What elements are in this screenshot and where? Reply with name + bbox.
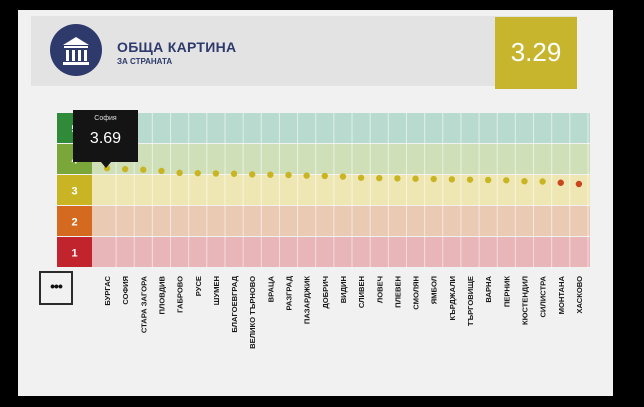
x-tick-label: БЛАГОЕВГРАД <box>230 275 239 332</box>
page-title: ОБЩА КАРТИНА <box>117 39 237 55</box>
band-2 <box>92 206 590 236</box>
x-tick-label: ПЛЕВЕН <box>393 276 402 308</box>
data-point[interactable] <box>339 173 347 180</box>
data-point[interactable] <box>121 165 129 173</box>
x-tick-label: ТЪРГОВИЩЕ <box>466 276 475 326</box>
data-point[interactable] <box>575 180 583 188</box>
more-button[interactable]: ••• <box>39 271 73 305</box>
data-point[interactable] <box>448 176 456 183</box>
data-point[interactable] <box>557 179 564 186</box>
x-tick-label: ВИДИН <box>339 276 348 303</box>
overall-score-value: 3.29 <box>510 37 562 67</box>
x-tick-label: СИЛИСТРА <box>539 275 548 317</box>
data-point[interactable] <box>503 177 510 184</box>
grade-cell-2 <box>57 206 92 236</box>
data-point[interactable] <box>539 178 546 185</box>
grade-label-2: 2 <box>71 217 77 229</box>
data-point[interactable] <box>521 178 528 185</box>
grade-label-1: 1 <box>71 248 77 260</box>
data-point[interactable] <box>176 169 183 177</box>
data-point[interactable] <box>321 172 328 180</box>
data-point[interactable] <box>267 171 274 178</box>
data-point[interactable] <box>430 175 437 183</box>
x-tick-label: СОФИЯ <box>121 276 130 305</box>
data-point[interactable] <box>194 169 201 177</box>
x-tick-label: МОНТАНА <box>557 275 566 314</box>
x-tick-label: СМОЛЯН <box>412 276 421 310</box>
grade-cell-1 <box>57 237 92 267</box>
data-point[interactable] <box>212 170 220 177</box>
x-tick-label: ШУМЕН <box>212 276 221 305</box>
data-point[interactable] <box>376 174 383 182</box>
data-point[interactable] <box>484 176 492 184</box>
page-subtitle: ЗА СТРАНАТА <box>117 57 173 66</box>
x-tick-label: БУРГАС <box>103 275 112 305</box>
tooltip-value: 3.69 <box>89 130 122 147</box>
x-tick-label: ВЕЛИКО ТЪРНОВО <box>248 276 257 349</box>
x-tick-label: ПЕРНИК <box>502 276 511 308</box>
data-point[interactable] <box>412 175 419 182</box>
x-tick-label: ПАЗАРДЖИК <box>303 276 312 325</box>
x-tick-label: ЛОВЕЧ <box>375 276 384 303</box>
grade-label-3: 3 <box>71 186 77 198</box>
data-point[interactable] <box>394 175 401 182</box>
band-4 <box>92 144 590 174</box>
band-1 <box>92 237 590 267</box>
more-dots-icon: ••• <box>50 278 63 294</box>
x-tick-label: ВРАЦА <box>266 275 275 302</box>
tooltip-label: София <box>94 115 117 122</box>
x-tick-label: ГАБРОВО <box>176 276 185 313</box>
x-tick-label: ХАСКОВО <box>575 276 584 314</box>
tooltip-pointer <box>101 162 111 168</box>
overall-score-badge: 3.29 <box>495 17 577 89</box>
data-point[interactable] <box>285 171 292 179</box>
x-tick-label: РАЗГРАД <box>285 275 294 310</box>
x-tick-label: ЯМБОЛ <box>430 276 439 304</box>
data-point[interactable] <box>249 171 256 178</box>
x-tick-label: СЛИВЕН <box>357 276 366 308</box>
x-tick-label: ВАРНА <box>484 275 493 302</box>
data-point[interactable] <box>158 167 165 175</box>
grade-cell-3 <box>57 175 92 205</box>
data-point[interactable] <box>230 170 238 177</box>
data-point[interactable] <box>303 172 310 179</box>
x-tick-label: РУСЕ <box>194 276 203 296</box>
x-tick-label: КЮСТЕНДИЛ <box>520 276 529 325</box>
data-point[interactable] <box>466 176 474 183</box>
tooltip: София 3.69 <box>73 110 138 162</box>
header-panel <box>31 16 577 86</box>
data-point[interactable] <box>140 166 147 173</box>
x-tick-label: ДОБРИЧ <box>321 276 330 309</box>
x-tick-label: СТАРА ЗАГОРА <box>139 275 148 333</box>
x-tick-label: ПЛОВДИВ <box>157 275 166 314</box>
institution-icon <box>50 24 102 76</box>
x-tick-label: КЪРДЖАЛИ <box>448 276 457 320</box>
data-point[interactable] <box>357 174 365 181</box>
band-5 <box>92 113 590 143</box>
